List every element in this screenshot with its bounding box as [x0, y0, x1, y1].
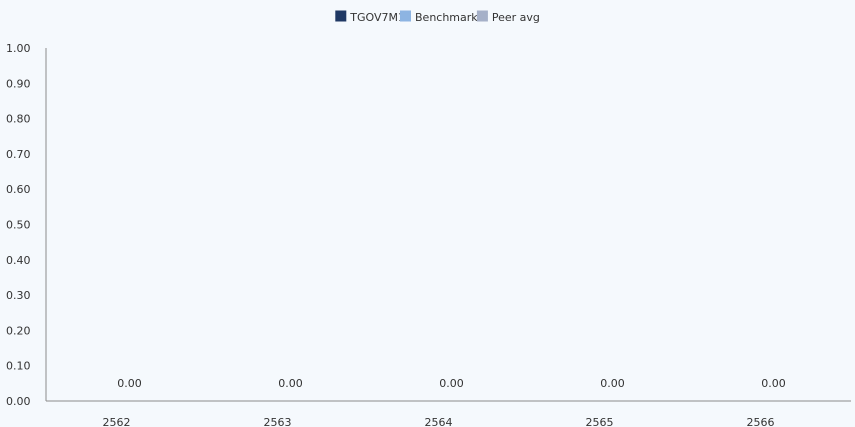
data-labels: 0.00 0.00 0.00 0.00 0.00	[117, 377, 786, 390]
data-label: 0.00	[278, 377, 303, 390]
y-tick-label: 0.50	[6, 219, 31, 232]
legend-swatch-peer-avg	[476, 10, 488, 22]
y-tick-label: 0.00	[6, 395, 31, 408]
legend-swatch-tgov7m1	[335, 10, 347, 22]
x-category-label: 2563	[264, 416, 292, 427]
legend-label-benchmark: Benchmark	[415, 11, 478, 24]
x-category-label: 2564	[425, 416, 453, 427]
y-tick-label: 0.40	[6, 254, 31, 267]
legend-label-tgov7m1: TGOV7M1	[349, 11, 405, 24]
data-label: 0.00	[439, 377, 464, 390]
legend: TGOV7M1 Benchmark Peer avg	[335, 10, 540, 24]
x-category-label: 2566	[747, 416, 775, 427]
data-label: 0.00	[761, 377, 786, 390]
y-tick-label: 1.00	[6, 42, 31, 55]
y-tick-label: 0.70	[6, 148, 31, 161]
x-category-label: 2562	[103, 416, 131, 427]
y-axis: 0.00 0.10 0.20 0.30 0.40 0.50 0.60 0.70 0.80 0.90…	[6, 42, 47, 408]
y-tick-label: 0.90	[6, 77, 31, 90]
legend-label-peer-avg: Peer avg	[492, 11, 540, 24]
legend-swatch-benchmark	[400, 10, 411, 22]
y-tick-label: 0.30	[6, 289, 31, 302]
x-axis: 2562 2563 2564 2565 2566	[46, 400, 851, 427]
y-tick-label: 0.20	[6, 324, 31, 337]
data-label: 0.00	[600, 377, 625, 390]
x-category-label: 2565	[586, 416, 614, 427]
y-tick-label: 0.10	[6, 360, 31, 373]
data-label: 0.00	[117, 377, 142, 390]
y-tick-label: 0.80	[6, 113, 31, 126]
y-tick-label: 0.60	[6, 183, 31, 196]
